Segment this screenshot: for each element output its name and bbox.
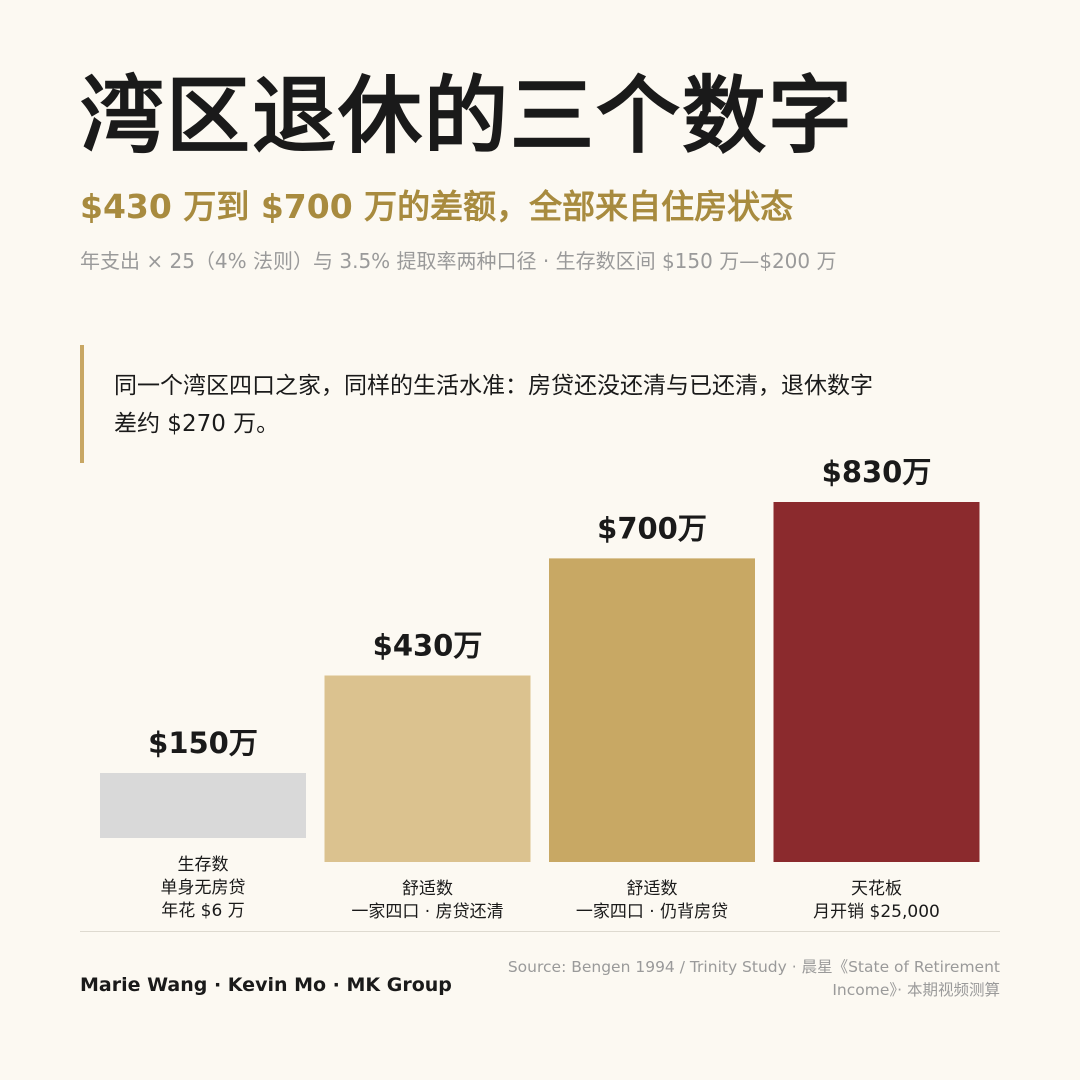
method-note: 年支出 × 25（4% 法则）与 3.5% 提取率两种口径 · 生存数区间 $1… — [80, 249, 837, 273]
category-label-4-line-1: 天花板 — [851, 879, 902, 899]
category-label-3-line-1: 舒适数 — [627, 879, 678, 899]
category-label-2-line-1: 舒适数 — [402, 879, 453, 899]
quote-line-1: 同一个湾区四口之家，同样的生活水准：房贷还没还清与已还清，退休数字 — [114, 373, 873, 399]
source-note: Source: Bengen 1994 / Trinity Study · 晨星… — [440, 956, 1000, 1002]
page-title: 湾区退休的三个数字 — [80, 67, 855, 165]
quote-line-2: 差约 $270 万。 — [114, 411, 280, 437]
bar-2 — [324, 675, 531, 862]
category-label-2-line-2: 一家四口 · 房贷还清 — [351, 902, 503, 922]
category-label-1-line-3: 年花 $6 万 — [161, 901, 244, 921]
quote-block: 同一个湾区四口之家，同样的生活水准：房贷还没还清与已还清，退休数字 差约 $27… — [80, 345, 1000, 463]
source-line-1: Source: Bengen 1994 / Trinity Study · 晨星… — [507, 958, 1000, 976]
category-label-1-line-1: 生存数 — [178, 855, 229, 875]
footer-divider — [80, 931, 1000, 932]
category-label-1-line-2: 单身无房贷 — [161, 878, 246, 898]
bar-1 — [100, 773, 306, 838]
authors: Marie Wang · Kevin Mo · MK Group — [80, 974, 452, 996]
bar-3 — [549, 558, 755, 862]
bar-4 — [773, 502, 980, 862]
source-line-2: Income》· 本期视频测算 — [832, 981, 1000, 999]
bar-value-label-3: $700万 — [597, 511, 707, 545]
bar-value-label-4: $830万 — [822, 455, 932, 489]
category-label-3-line-2: 一家四口 · 仍背房贷 — [576, 902, 728, 922]
bar-value-label-1: $150万 — [148, 726, 258, 760]
category-label-4-line-2: 月开销 $25,000 — [813, 902, 940, 922]
page-subtitle: $430 万到 $700 万的差额，全部来自住房状态 — [80, 187, 794, 226]
bar-value-label-2: $430万 — [373, 628, 483, 662]
